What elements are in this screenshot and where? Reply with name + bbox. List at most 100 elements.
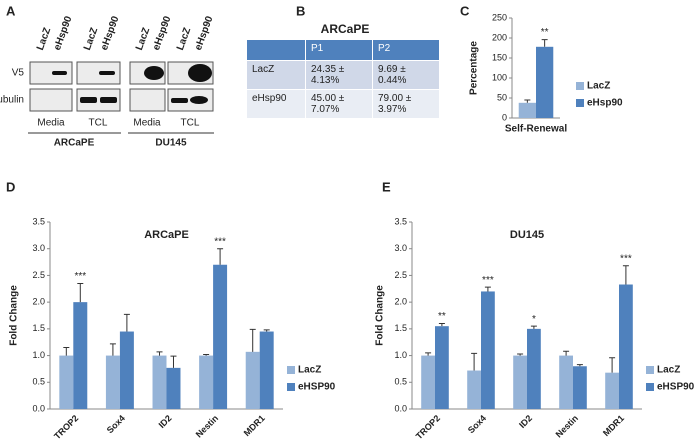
bar — [527, 328, 541, 409]
y-tick-label: 3.5 — [32, 216, 45, 226]
x-tick-label: TROP2 — [52, 413, 80, 441]
y-tick-label: 3.5 — [394, 216, 407, 226]
x-tick-label: Nestin — [194, 413, 221, 440]
cell-line-label: ARCaPE — [54, 138, 95, 149]
y-tick-label: 2.5 — [32, 270, 45, 280]
panel-label: E — [382, 179, 391, 194]
panel-label: D — [6, 179, 15, 194]
error-bar — [203, 354, 210, 356]
error-bar — [576, 364, 583, 367]
table-header: P1 P2 — [247, 40, 440, 61]
significance: *** — [74, 271, 86, 282]
significance: * — [532, 314, 536, 325]
x-tick-label: ID2 — [517, 413, 534, 430]
y-tick-label: 3.0 — [32, 243, 45, 253]
chart-title: ARCaPE — [144, 229, 189, 241]
legend-swatch — [287, 383, 295, 391]
lane-label: eHsp90 — [52, 14, 75, 52]
error-bar — [563, 350, 570, 356]
bar — [518, 102, 536, 118]
x-tick-label: Nestin — [554, 413, 581, 440]
cell: 9.69 ± 0.44% — [372, 60, 440, 90]
bar — [105, 355, 120, 409]
cell: 79.00 ± 3.97% — [372, 89, 440, 119]
legend-label: eHSP90 — [657, 382, 695, 393]
bar — [559, 355, 573, 409]
bar — [536, 46, 554, 118]
table-row: LacZ 24.35 ± 4.13% 9.69 ± 0.44% — [247, 60, 440, 90]
y-tick-label: 0 — [502, 112, 507, 122]
panel-label: B — [296, 3, 305, 18]
x-tick-label: MDR1 — [601, 413, 626, 438]
lane-label: LacZ — [175, 26, 193, 52]
y-tick-label: 200 — [492, 32, 507, 42]
error-bar — [217, 248, 224, 265]
error-bar — [263, 329, 270, 332]
x-tick-label: Sox4 — [466, 413, 488, 435]
legend-label: eHSP90 — [298, 382, 336, 393]
error-bar — [63, 347, 70, 356]
bar — [245, 351, 260, 409]
y-tick-label: 1.5 — [394, 323, 407, 333]
cell-line-label: DU145 — [155, 138, 187, 149]
error-bar — [517, 353, 524, 356]
y-tick-label: 0.0 — [32, 403, 45, 413]
blot-bands — [52, 64, 212, 104]
bar — [166, 367, 181, 409]
y-tick-label: 0.5 — [32, 377, 45, 387]
significance: ** — [541, 27, 549, 38]
error-bar — [609, 357, 616, 373]
error-bar — [438, 323, 445, 327]
bar — [259, 331, 274, 409]
y-tick-label: 100 — [492, 72, 507, 82]
y-tick-label: 50 — [497, 92, 507, 102]
bar — [73, 302, 88, 409]
column-header: P1 — [305, 40, 373, 61]
error-bar — [425, 352, 432, 356]
x-tick-label: MDR1 — [242, 413, 267, 438]
panel-label: C — [460, 3, 470, 18]
lane-label: LacZ — [82, 26, 100, 52]
y-tick-label: 2.0 — [32, 297, 45, 307]
fraction-label: Media — [133, 118, 161, 129]
error-bar — [622, 265, 629, 285]
error-bar — [249, 328, 256, 352]
bar — [199, 355, 214, 409]
column-header: P2 — [372, 40, 440, 61]
table-title: ARCaPE — [321, 22, 370, 36]
significance: ** — [438, 311, 446, 322]
error-bar — [109, 343, 116, 356]
lane-label: LacZ — [134, 26, 152, 52]
y-tick-label: 1.0 — [32, 350, 45, 360]
y-tick-label: 0.0 — [394, 403, 407, 413]
legend-swatch — [287, 366, 295, 374]
row-label: LacZ — [247, 60, 306, 90]
error-bar — [471, 352, 478, 371]
error-bar — [123, 313, 130, 332]
error-bar — [156, 351, 163, 356]
row-label: V5 — [12, 68, 25, 79]
y-tick-label: 1.0 — [394, 350, 407, 360]
y-tick-label: 250 — [492, 12, 507, 22]
fraction-label: Media — [37, 118, 65, 129]
legend-swatch — [576, 99, 584, 107]
lane-label: eHsp90 — [99, 14, 122, 52]
significance: *** — [620, 253, 632, 264]
x-tick-label: TROP2 — [414, 413, 442, 441]
lane-label: eHsp90 — [193, 14, 216, 52]
x-tick-label: ID2 — [157, 413, 174, 430]
bar — [421, 355, 435, 409]
error-bar — [530, 325, 537, 329]
bar — [605, 372, 619, 409]
lane-label: LacZ — [35, 26, 53, 52]
y-tick-label: 2.0 — [394, 297, 407, 307]
y-tick-label: 3.0 — [394, 243, 407, 253]
error-bar — [77, 282, 84, 303]
legend-swatch — [576, 82, 584, 90]
error-bar — [524, 99, 531, 103]
x-tick-label: Sox4 — [105, 413, 127, 435]
row-label: eHsp90 — [247, 89, 306, 119]
significance: *** — [482, 275, 494, 286]
legend-swatch — [646, 366, 654, 374]
